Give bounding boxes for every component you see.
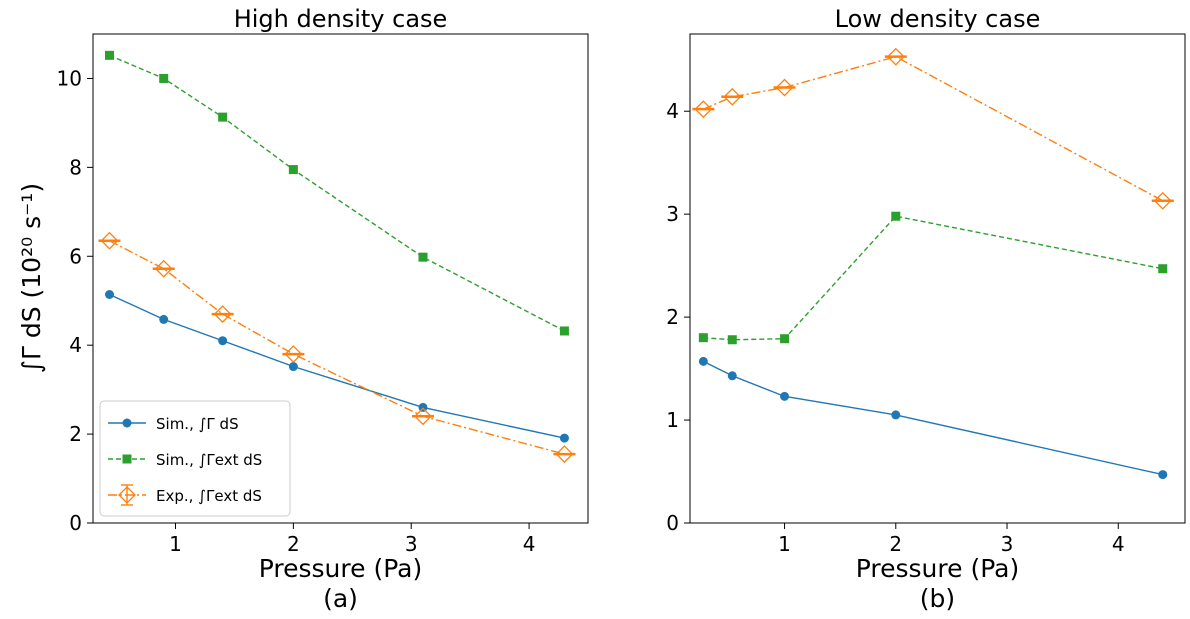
data-point [780, 391, 790, 401]
data-point [288, 165, 298, 175]
legend-marker [122, 418, 132, 428]
x-axis-label: Pressure (Pa) [856, 554, 1019, 583]
y-tick-label: 0 [69, 511, 82, 535]
chart-title: High density case [234, 5, 448, 33]
x-tick-label: 3 [1001, 532, 1014, 556]
chart-title: Low density case [835, 5, 1041, 33]
data-point [891, 410, 901, 420]
plot-frame [92, 33, 589, 524]
data-point [218, 112, 228, 122]
data-point [723, 87, 742, 106]
series-2 [98, 231, 576, 464]
y-tick-label: 10 [57, 66, 82, 90]
y-tick-label: 0 [666, 511, 679, 535]
panel-high-density: 1 2 3 4 0 2 4 6 8 10 High density case Pressure (Pa… [57, 5, 589, 613]
legend-label: Sim., ∫Γext dS [156, 451, 262, 469]
data-point [218, 336, 228, 346]
data-point [555, 445, 574, 464]
data-point [159, 73, 169, 83]
data-point [105, 290, 114, 300]
y-tick-label: 1 [666, 408, 679, 432]
data-point [213, 305, 232, 323]
data-point [105, 50, 114, 60]
legend: Sim., ∫Γ dS Sim., ∫Γext dS Exp., ∫Γext dS [99, 400, 291, 517]
y-tick-label: 2 [666, 305, 679, 329]
data-point [559, 433, 569, 443]
y-tick-label: 4 [69, 333, 82, 357]
x-tick-label: 4 [523, 532, 536, 556]
x-tick-label: 4 [1112, 532, 1125, 556]
data-point [288, 362, 298, 372]
data-point [559, 326, 569, 336]
y-tick-label: 2 [69, 422, 82, 446]
data-point [414, 407, 432, 426]
data-point [775, 78, 794, 97]
panel-low-density: 1 2 3 4 0 1 2 3 4 Low density case Pressure (Pa)(b… [666, 5, 1186, 613]
series-line [109, 240, 565, 455]
plot-frame [689, 33, 1186, 524]
x-tick-label: 1 [778, 532, 791, 556]
legend-marker [118, 486, 136, 504]
series-line [109, 54, 565, 332]
data-point [1158, 264, 1168, 274]
data-point [159, 314, 169, 324]
legend-label: Sim., ∫Γ dS [156, 415, 239, 433]
x-tick-label: 3 [405, 532, 418, 556]
data-point [1153, 191, 1172, 210]
y-tick-label: 8 [69, 155, 82, 179]
data-point [418, 252, 428, 262]
x-axis-label: Pressure (Pa) [259, 554, 422, 583]
panel-sublabel: (a) [323, 584, 358, 613]
series-1 [698, 211, 1168, 345]
series-1 [105, 50, 569, 336]
legend-marker [122, 454, 132, 464]
y-axis-label: ∫Γ dS (10²⁰ s⁻¹) [17, 183, 46, 373]
legend-box [99, 400, 291, 517]
data-point [886, 47, 905, 66]
series-line [109, 293, 565, 439]
series-2 [692, 47, 1174, 210]
data-point [891, 211, 901, 221]
data-point [698, 333, 708, 343]
data-point [780, 334, 790, 344]
data-point [727, 335, 737, 345]
y-tick-label: 6 [69, 244, 82, 268]
series-line [703, 55, 1164, 202]
legend-label: Exp., ∫Γext dS [156, 487, 262, 505]
data-point [698, 356, 708, 366]
series-0 [698, 356, 1168, 480]
data-point [100, 231, 119, 250]
data-point [1158, 470, 1168, 480]
x-tick-label: 2 [287, 532, 300, 556]
data-point [727, 371, 737, 381]
data-point [154, 259, 173, 278]
y-tick-label: 4 [666, 99, 679, 123]
y-tick-label: 3 [666, 202, 679, 226]
panel-sublabel: (b) [920, 584, 955, 613]
x-tick-label: 1 [169, 532, 182, 556]
x-tick-label: 2 [889, 532, 902, 556]
data-point [694, 100, 713, 119]
data-point [284, 345, 303, 363]
